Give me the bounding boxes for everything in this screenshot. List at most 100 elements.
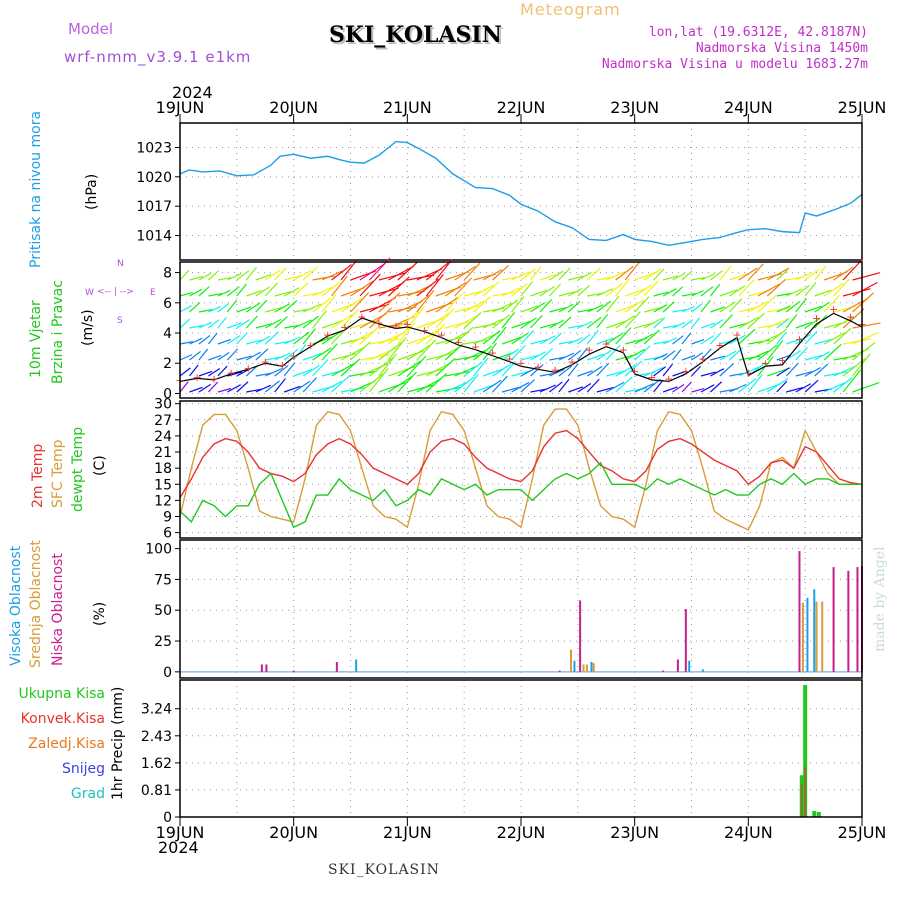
- lonlat-text: lon,lat (19.6312E, 42.8187N): [648, 25, 868, 40]
- wind-barb: [274, 315, 288, 329]
- wind-barb: [624, 348, 646, 361]
- wind-barb: [198, 321, 212, 329]
- wind-barb: [207, 332, 218, 345]
- y-tick-label: 18: [154, 461, 172, 477]
- cloud-bar: [813, 589, 816, 672]
- wind-barb: [359, 303, 390, 313]
- wind-barb: [359, 323, 383, 345]
- wind-barb: [615, 376, 633, 393]
- wind-barb: [284, 274, 301, 281]
- wind-barb: [795, 347, 808, 361]
- wind-gust-point: +: [550, 363, 559, 376]
- wind-barb: [463, 373, 479, 393]
- wind-barb: [776, 318, 789, 329]
- wind-barb: [245, 315, 258, 329]
- wind-barb: [795, 321, 813, 329]
- wind-barb: [274, 267, 287, 281]
- precip-bar: [812, 810, 817, 817]
- wind-barb: [662, 288, 677, 297]
- wind-barb: [425, 362, 451, 377]
- precip-bar: [800, 783, 803, 817]
- product-title: Meteogram: [520, 0, 621, 19]
- wind-barb: [501, 348, 520, 361]
- wind-gust-point: +: [829, 303, 838, 316]
- wind-barb: [236, 306, 252, 313]
- wind-barb: [378, 342, 402, 361]
- wind-axis-subtitle: Brzina i Pravac: [50, 280, 66, 384]
- wind-barb: [795, 284, 810, 297]
- wind-barb: [520, 281, 533, 297]
- wind-barb: [747, 374, 763, 393]
- wind-barb: [804, 268, 820, 281]
- wind-gust-point: +: [505, 353, 514, 366]
- wind-barb: [748, 300, 768, 313]
- wind-barb: [786, 337, 803, 345]
- wind-barb: [179, 341, 194, 345]
- wind-barb: [700, 286, 714, 297]
- cloud-bar: [662, 670, 665, 672]
- wind-barb: [643, 329, 660, 345]
- y-tick-label: 12: [154, 493, 172, 509]
- wind-barb: [691, 317, 701, 329]
- wind-barb: [785, 350, 801, 361]
- wind-barb: [283, 299, 298, 313]
- wind-barb: [587, 304, 604, 313]
- wind-barb: [236, 283, 247, 297]
- wind-barb: [748, 350, 769, 361]
- compass-east: E: [150, 288, 156, 298]
- y-tick-label: 1020: [136, 170, 172, 186]
- wind-barb: [302, 352, 322, 361]
- wind-barb: [776, 305, 791, 313]
- x-tick-label-bottom: 24JUN: [724, 823, 773, 842]
- wind-barb: [501, 299, 519, 313]
- wind-barb: [435, 386, 462, 393]
- wind-barb: [653, 304, 668, 313]
- wind-barb: [852, 322, 881, 329]
- legend-snow: Snijeg: [61, 761, 105, 777]
- wind-barb: [833, 365, 856, 377]
- wind-gust-point: +: [664, 372, 673, 385]
- wind-barb: [833, 278, 850, 297]
- wind-gust-point: +: [437, 329, 446, 342]
- wind-barb: [681, 319, 694, 329]
- wind-barb: [586, 329, 599, 345]
- y-tick-label: 30: [154, 397, 172, 413]
- wind-barb: [454, 265, 476, 281]
- wind-barb: [852, 381, 880, 393]
- wind-barb: [634, 382, 654, 393]
- cloud-bar: [335, 661, 338, 672]
- wind-barb: [312, 347, 332, 361]
- y-tick-label: 1014: [136, 229, 172, 245]
- wind-barb: [321, 270, 343, 281]
- wind-gust-point: +: [630, 365, 639, 378]
- wind-barb: [606, 271, 626, 281]
- cloud-bar: [292, 670, 295, 672]
- wind-barb: [804, 305, 822, 313]
- cloud-bar: [801, 602, 804, 672]
- wind-barb: [672, 286, 684, 297]
- wind-barb: [227, 384, 241, 393]
- wind-barb: [700, 371, 716, 377]
- y-tick-label: 0.81: [141, 783, 172, 799]
- wind-barb: [340, 309, 359, 329]
- wind-barb: [795, 298, 807, 313]
- wind-barb: [530, 338, 548, 345]
- wind-barb: [700, 273, 716, 281]
- wind-barb: [217, 338, 231, 345]
- wind-barb: [321, 281, 341, 297]
- wind-barb: [615, 327, 632, 345]
- wind-barb: [482, 280, 500, 297]
- y-tick-label: 25: [154, 634, 172, 650]
- wind-barb: [189, 337, 203, 345]
- wind-barb: [226, 348, 239, 361]
- wind-barb: [387, 337, 407, 361]
- wind-barb: [842, 288, 871, 297]
- wind-barb: [710, 270, 723, 281]
- low-cloud-axis-title: Niska Oblacnost: [50, 553, 66, 666]
- wind-barb: [397, 310, 420, 329]
- wind-barb: [359, 373, 385, 393]
- wind-barb: [757, 294, 777, 313]
- wind-barb: [435, 258, 453, 281]
- wind-barb: [255, 273, 272, 281]
- x-tick-label-bottom: 25JUN: [838, 823, 887, 842]
